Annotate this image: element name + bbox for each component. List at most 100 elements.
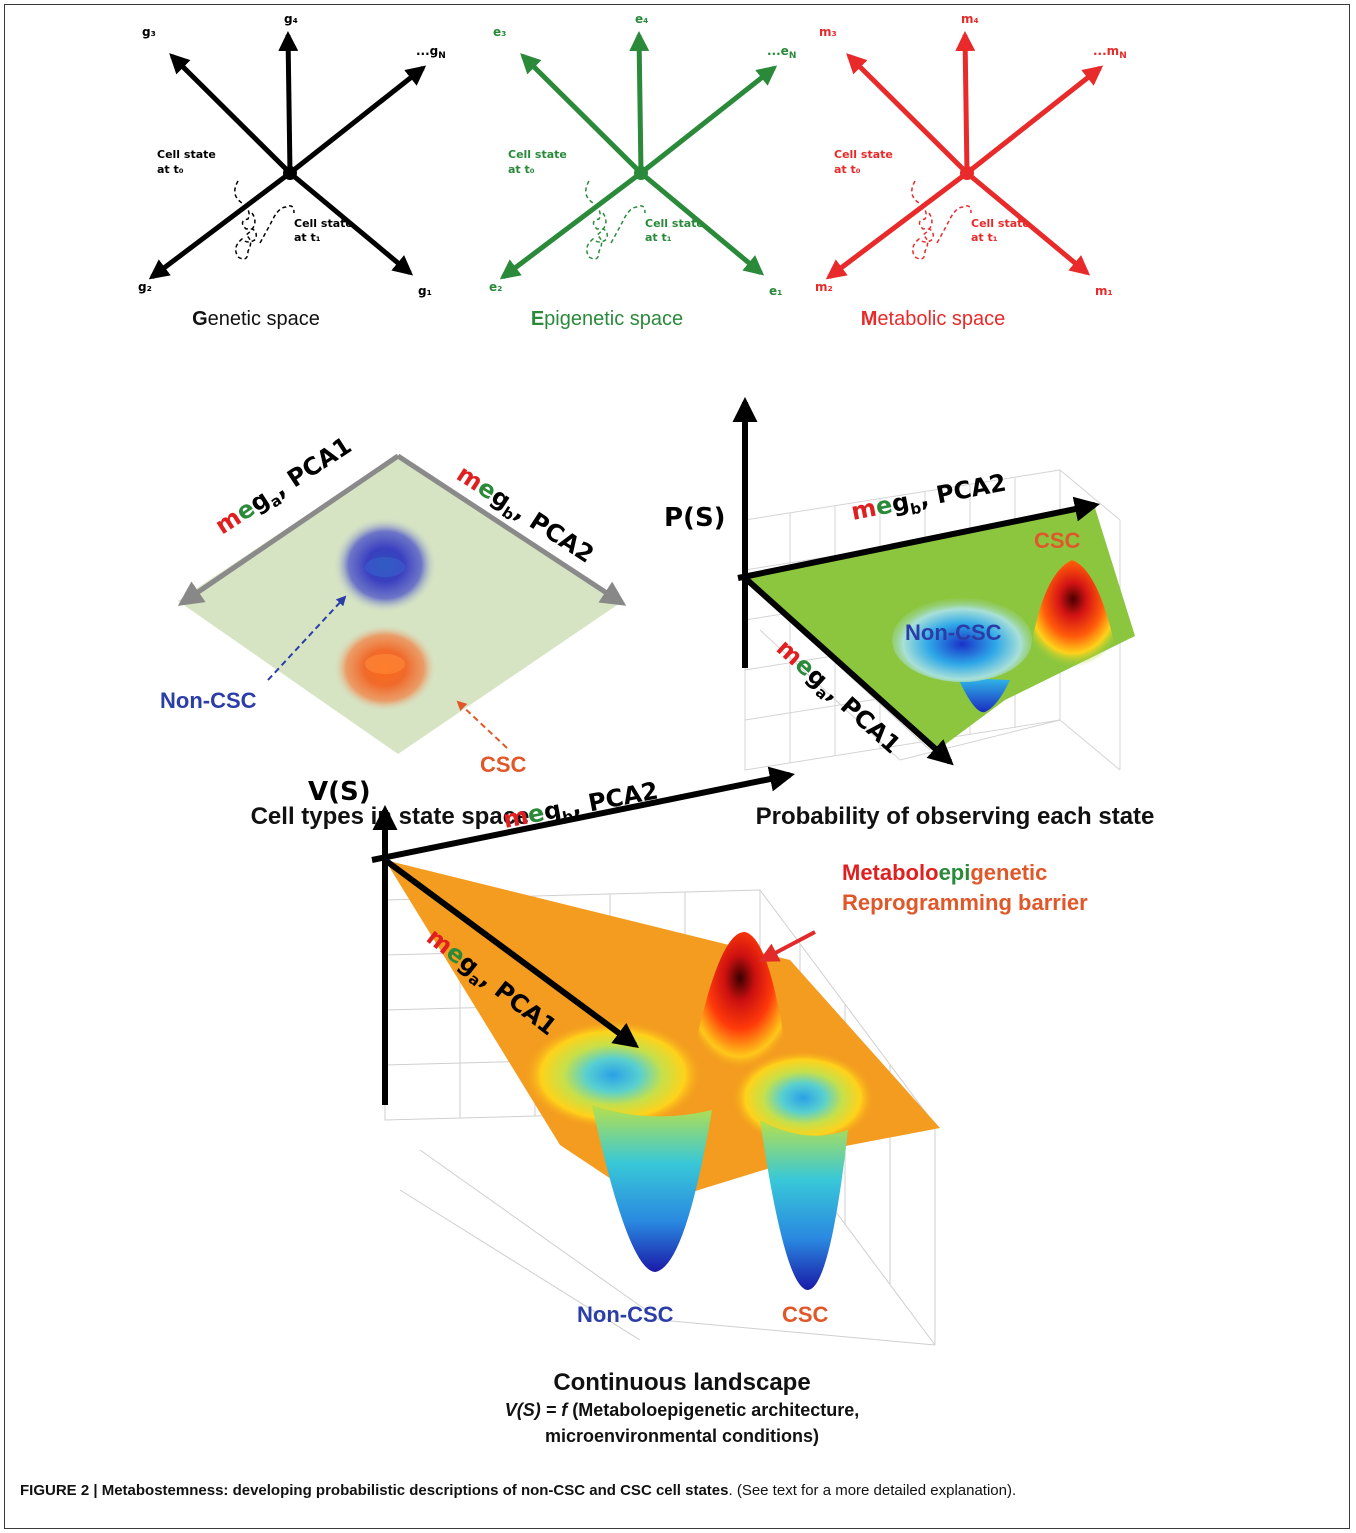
- land-csc-label: CSC: [782, 1302, 829, 1327]
- figure-caption-title: FIGURE 2 | Metabostemness: developing pr…: [20, 1482, 729, 1499]
- axis-ray-4: [499, 171, 643, 280]
- non-csc-pointer: [267, 595, 347, 681]
- csc-peak: [1028, 560, 1118, 673]
- state-csc-label: CSC: [480, 752, 527, 777]
- land-pca1-axis-line: [383, 857, 640, 1048]
- prob-pca1-axis-line: [742, 575, 954, 766]
- probability-panel: P(S) megb, PCA2 mega, PCA1 Non-CSC CSC P…: [664, 396, 1155, 830]
- csc-well: [760, 1120, 848, 1290]
- state-trajectory: [911, 180, 935, 260]
- land-pca2-axis-line: [371, 766, 795, 863]
- prob-csc-label: CSC: [1034, 528, 1081, 553]
- landscape-caption: Continuous landscape: [553, 1369, 810, 1396]
- axis-ray-2: [955, 31, 976, 174]
- barrier-pointer: [758, 930, 816, 962]
- pca2-axis-line: [396, 453, 627, 606]
- landscape-formula-line1: V(S) = f (Metaboloepigenetic architectur…: [505, 1400, 860, 1420]
- space-caption: Genetic space: [192, 308, 320, 330]
- csc-pointer: [456, 700, 508, 749]
- axis-ray-1: [846, 53, 969, 175]
- t1-label-line2: at t₁: [645, 231, 672, 244]
- t0-label-line1: Cell state: [508, 148, 567, 161]
- origin-dot: [960, 166, 974, 180]
- t0-label-line2: at t₀: [157, 163, 184, 176]
- non-csc-cluster: [333, 517, 437, 613]
- axis-label-3: ...mN: [1093, 44, 1127, 61]
- state-non-csc-label: Non-CSC: [160, 688, 257, 713]
- axis-label-2: m₄: [961, 12, 979, 26]
- axis-ray-3: [288, 65, 427, 175]
- state-trajectory: [234, 180, 258, 260]
- t0-label-line2: at t₀: [834, 163, 861, 176]
- non-csc-basin-rim: [523, 1020, 703, 1130]
- axis-ray-3: [639, 65, 778, 175]
- axis-ray-5: [288, 171, 414, 276]
- probability-caption: Probability of observing each state: [756, 803, 1155, 830]
- axis-label-3: ...gN: [416, 44, 446, 61]
- t0-label-line2: at t₀: [508, 163, 535, 176]
- non-csc-well: [892, 598, 1032, 682]
- origin-dot: [634, 166, 648, 180]
- state-trajectory: [585, 180, 609, 260]
- axis-label-1: e₃: [493, 25, 506, 39]
- barrier-label-line1: Metaboloepigenetic: [842, 860, 1047, 885]
- t0-label-line1: Cell state: [157, 148, 216, 161]
- p-axis-label: P(S): [664, 503, 726, 533]
- state-trajectory-2: [259, 205, 295, 244]
- svg-text:megb, PCA2: megb, PCA2: [501, 776, 661, 837]
- t1-label-line1: Cell state: [294, 217, 353, 230]
- axis-ray-3: [965, 65, 1104, 175]
- barrier-label-line2: Reprogramming barrier: [842, 890, 1088, 915]
- t1-label-line1: Cell state: [645, 217, 704, 230]
- axis-ray-5: [639, 171, 765, 276]
- axis-label-1: m₃: [819, 25, 837, 39]
- figure-frame: [4, 4, 1350, 1529]
- state-space-caption: Cell types in state space: [251, 803, 530, 830]
- reprogramming-barrier-peak: [690, 931, 790, 1086]
- landscape-formula-line2: microenvironmental conditions): [545, 1426, 819, 1446]
- axis-label-3: ...eN: [767, 44, 796, 61]
- prob-non-csc-label: Non-CSC: [905, 620, 1002, 645]
- axis-label-4: g₂: [138, 280, 152, 294]
- axis-label-4: m₂: [815, 280, 833, 294]
- axis-label-2: e₄: [635, 12, 648, 26]
- csc-core: [365, 654, 405, 674]
- axis-label-2: g₄: [284, 12, 298, 26]
- axis-ray-2: [278, 31, 299, 174]
- non-csc-well: [592, 1105, 712, 1272]
- prob-pca2-axis-line: [737, 496, 1100, 581]
- landscape-panel: V(S) megb, PCA2 mega, PCA1 Metaboloepige…: [308, 766, 1088, 1446]
- pca1-axis-line: [177, 453, 400, 606]
- axis-ray-1: [520, 53, 643, 175]
- figure-caption: FIGURE 2 | Metabostemness: developing pr…: [20, 1482, 1330, 1499]
- t1-label-line2: at t₁: [294, 231, 321, 244]
- axis-ray-5: [965, 171, 1091, 276]
- space-caption: Epigenetic space: [531, 308, 683, 330]
- space-caption: Metabolic space: [861, 308, 1006, 330]
- non-csc-dip: [958, 678, 1010, 713]
- state-trajectory-2: [936, 205, 972, 244]
- land-non-csc-label: Non-CSC: [577, 1302, 674, 1327]
- prob-pca2-label: megb, PCA2: [849, 468, 1009, 529]
- land-pca2-label: megb, PCA2: [501, 776, 661, 837]
- axis-label-1: g₃: [142, 25, 156, 39]
- non-csc-core: [365, 557, 405, 577]
- axis-ray-2: [629, 31, 650, 174]
- v-axis-label: V(S): [308, 777, 371, 807]
- t1-label-line2: at t₁: [971, 231, 998, 244]
- axis-ray-1: [169, 53, 292, 175]
- axis-label-4: e₂: [489, 280, 502, 294]
- svg-text:megb, PCA2: megb, PCA2: [849, 468, 1009, 529]
- t0-label-line1: Cell state: [834, 148, 893, 161]
- state-space-panel: mega, PCA1 megb, PCA2 Non-CSC CSC Cell t…: [160, 431, 627, 830]
- axis-label-5: g₁: [418, 284, 432, 298]
- axis-ray-4: [148, 171, 292, 280]
- origin-dot: [283, 166, 297, 180]
- state-trajectory-2: [610, 205, 646, 244]
- figure-caption-note: . (See text for a more detailed explanat…: [728, 1482, 1017, 1499]
